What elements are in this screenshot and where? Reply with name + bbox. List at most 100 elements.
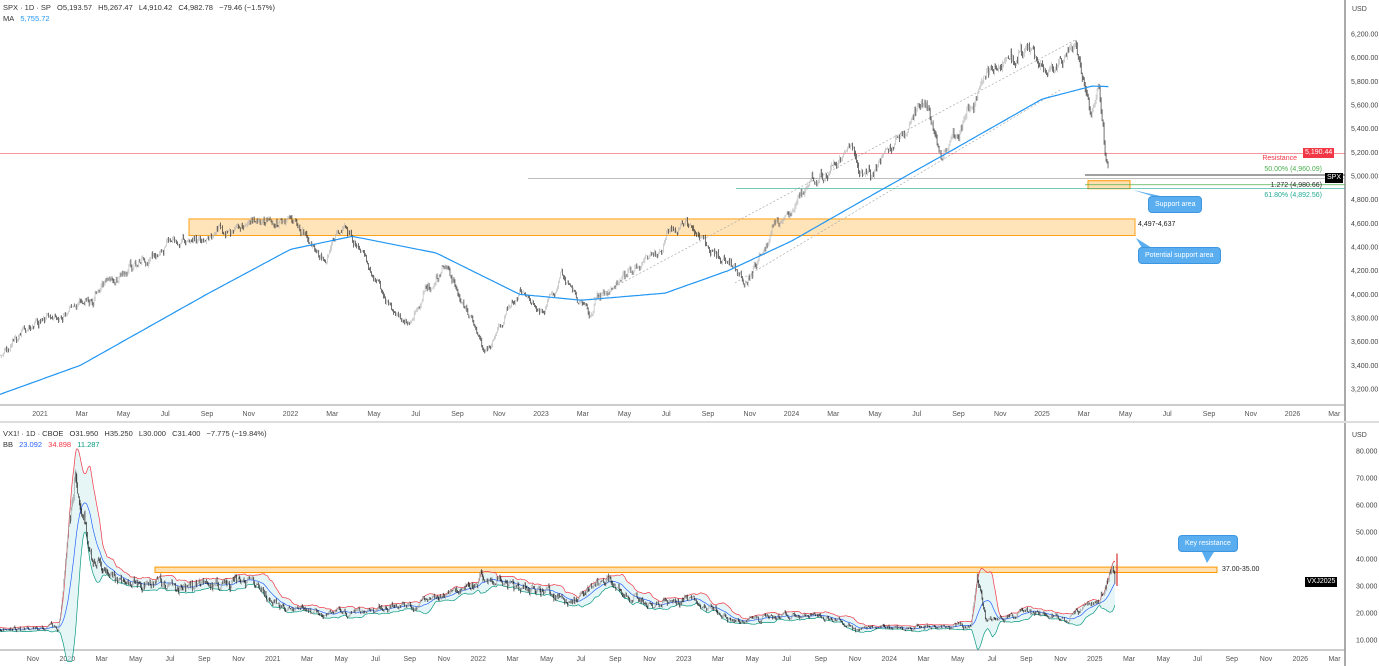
spx-symbol-tag: SPX [1325,173,1344,183]
vix-change: −7.775 (−19.84%) [206,429,267,438]
x-tick-label: May [129,656,143,663]
x-tick-label: Jul [1193,656,1202,663]
y-tick-label: 3,400.00 [1351,363,1378,370]
x-tick-label: Sep [404,656,417,663]
y-tick-label: 5,400.00 [1351,126,1378,133]
y-tick-label: 50.000 [1356,530,1378,537]
x-tick-label: Jul [1163,411,1172,418]
vix-low: L30.000 [138,429,166,438]
y-tick-label: 5,000.00 [1351,174,1378,181]
x-tick-label: 2026 [1285,411,1301,418]
x-tick-label: Nov [849,656,862,663]
x-tick-label: Nov [744,411,757,418]
top-currency: USD [1352,6,1367,13]
x-tick-label: Mar [577,411,590,418]
bb-upper-line [0,448,1116,629]
vix-legend: VX1! · 1D · CBOE O31.950 H35.250 L30.000… [3,429,271,438]
x-tick-label: Sep [1203,411,1216,418]
x-tick-label: 2022 [283,411,299,418]
vix-symbol-tag: VXJ2025 [1305,577,1338,587]
x-tick-label: Mar [917,656,930,663]
x-tick-label: 2023 [676,656,692,663]
x-tick-label: 2025 [1034,411,1050,418]
x-tick-label: May [335,656,349,663]
x-tick-label: Mar [1123,656,1136,663]
y-tick-label: 3,200.00 [1351,386,1378,393]
x-tick-label: May [618,411,632,418]
potential-support-zone [188,218,1136,237]
spx-open: O5,193.57 [57,3,93,12]
x-tick-label: Sep [1020,656,1033,663]
key-resistance-callout: Key resistance [1178,535,1238,552]
fib-618-label: 61.80% (4,892.56) [1264,192,1322,199]
x-tick-label: Sep [815,656,828,663]
potential-zone-label: 4,497-4,637 [1138,221,1176,228]
y-tick-label: 6,200.00 [1351,32,1378,39]
vix-open: O31.950 [69,429,99,438]
x-tick-label: Mar [506,656,519,663]
vix-zone-label: 37.00-35.00 [1222,566,1260,573]
x-tick-label: Mar [827,411,840,418]
vix-resistance-zone [154,566,1218,573]
bb-legend: BB 23.092 34.898 11.287 [3,440,104,449]
y-tick-label: 4,400.00 [1351,244,1378,251]
x-tick-label: Mar [1328,656,1341,663]
x-tick-label: Nov [643,656,656,663]
x-tick-label: Jul [161,411,170,418]
y-tick-label: 10.000 [1356,638,1378,645]
vix-candles [0,468,1116,633]
x-tick-label: May [746,656,760,663]
bb-basis: 23.092 [19,440,43,449]
x-tick-label: Mar [1078,411,1091,418]
bb-lower: 11.287 [77,440,100,449]
x-tick-label: Nov [232,656,245,663]
x-tick-label: Sep [952,411,965,418]
x-tick-label: Mar [301,656,314,663]
x-tick-label: Jul [662,411,671,418]
x-tick-label: 2021 [32,411,48,418]
x-tick-label: Sep [451,411,464,418]
potential-callout-pointer [1136,238,1152,248]
fib-50-label: 50.00% (4,960.09) [1264,166,1322,173]
x-tick-label: 2024 [881,656,897,663]
y-tick-label: 4,200.00 [1351,268,1378,275]
vix-close: C31.400 [172,429,201,438]
x-tick-label: Nov [27,656,40,663]
x-tick-label: Nov [994,411,1007,418]
y-tick-label: 6,000.00 [1351,55,1378,62]
x-tick-label: May [1157,656,1171,663]
support-area-callout: Support area [1148,196,1203,213]
spx-candles [0,39,1109,359]
x-tick-label: Nov [438,656,451,663]
bb-upper: 34.898 [48,440,72,449]
x-tick-label: 2025 [1087,656,1103,663]
x-tick-label: May [868,411,882,418]
x-tick-label: Jul [577,656,586,663]
ma-value: 5,755.72 [20,14,50,23]
y-tick-label: 20.000 [1356,611,1378,618]
bb-label: BB [3,440,14,449]
x-tick-label: Jul [912,411,921,418]
x-tick-label: Nov [243,411,256,418]
y-tick-label: 70.000 [1356,476,1378,483]
spx-legend: SPX · 1D · SP O5,193.57 H5,267.47 L4,910… [3,3,279,12]
y-tick-label: 5,600.00 [1351,103,1378,110]
channel-lower-line [734,89,1061,284]
x-tick-label: Jul [371,656,380,663]
spx-change: −79.46 (−1.57%) [219,3,275,12]
vix-high: H35.250 [104,429,133,438]
x-tick-label: 2026 [1292,656,1308,663]
x-tick-label: 2023 [533,411,549,418]
y-tick-label: 40.000 [1356,557,1378,564]
spx-low: L4,910.42 [138,3,173,12]
y-tick-label: 4,600.00 [1351,221,1378,228]
x-tick-label: 2022 [470,656,486,663]
x-tick-label: Nov [493,411,506,418]
key-resistance-pointer [1202,552,1214,563]
bottom-currency: USD [1352,432,1367,439]
y-tick-label: 30.000 [1356,584,1378,591]
x-tick-label: Sep [1226,656,1239,663]
x-tick-label: May [1119,411,1133,418]
x-tick-label: Mar [326,411,339,418]
